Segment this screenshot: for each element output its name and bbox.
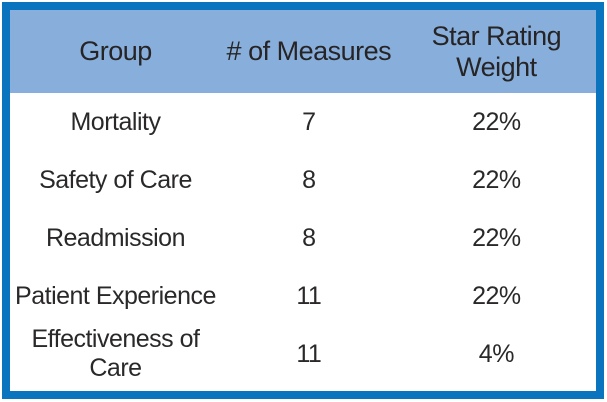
table-header-row: Group # of Measures Star Rating Weight — [10, 10, 596, 93]
cell-measures: 11 — [296, 281, 322, 310]
table-row: Effectiveness of Care 11 4% — [10, 325, 596, 383]
table-row: Readmission 8 22% — [10, 209, 596, 267]
cell-measures: 7 — [221, 398, 397, 402]
table-body: Mortality 7 22% Safety of Care 8 22% Rea… — [10, 93, 596, 402]
cell-group: Readmission — [45, 223, 186, 252]
header-cell-measures: # of Measures — [226, 36, 392, 66]
cell-measures: 8 — [302, 223, 316, 252]
table-row: Mortality 7 22% — [10, 93, 596, 151]
table-row: Patient Experience 11 22% — [10, 267, 596, 325]
cell-measures: 7 — [302, 107, 316, 136]
cell-weight: 22% — [472, 107, 521, 136]
table-row: Safety of Care 8 22% — [10, 151, 596, 209]
cell-weight: 22% — [472, 281, 521, 310]
cell-group: Mortality — [70, 107, 161, 136]
cell-weight: 4% — [478, 339, 515, 368]
cell-group: Patient Experience — [15, 281, 216, 310]
cell-group: Safety of Care — [39, 165, 192, 194]
cell-group: Effectiveness of Care — [31, 325, 200, 382]
header-cell-star-rating-weight: Star Rating Weight — [431, 20, 562, 82]
header-cell-group: Group — [79, 36, 152, 66]
cell-measures: 11 — [296, 339, 322, 368]
cell-weight: 22% — [472, 223, 521, 252]
cell-weight: 4% — [397, 398, 596, 402]
table-row: Timeliness of Care 7 4% — [10, 383, 596, 402]
cell-measures: 8 — [302, 165, 316, 194]
cell-group: Timeliness of Care — [10, 398, 221, 402]
cell-weight: 22% — [472, 165, 521, 194]
